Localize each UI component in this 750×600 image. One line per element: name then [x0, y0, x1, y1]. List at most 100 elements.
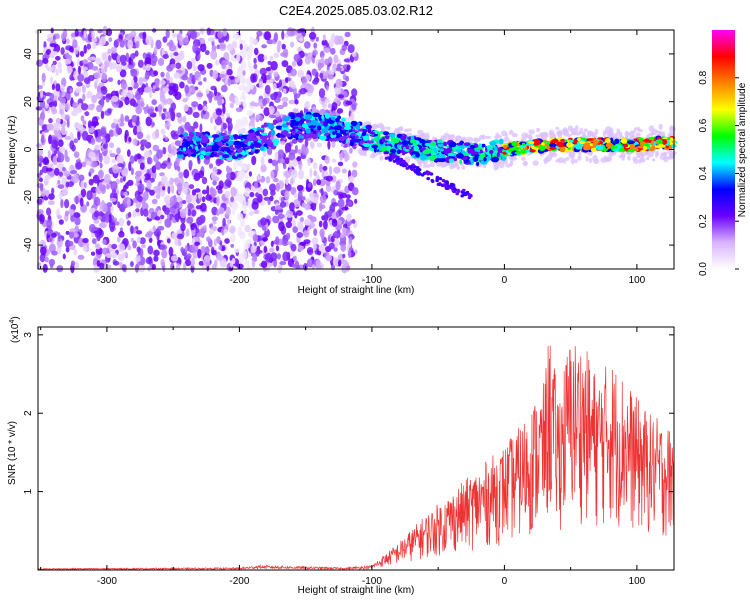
heatmap-cell: [273, 52, 280, 59]
heatmap-cell: [278, 221, 285, 232]
heatmap-cell: [320, 187, 324, 196]
heatmap-cell: [140, 101, 145, 108]
heatmap-cell: [145, 63, 151, 71]
heatmap-cell: [389, 133, 396, 138]
heatmap-cell: [185, 193, 193, 204]
heatmap-cell: [528, 141, 535, 144]
heatmap-cell: [41, 108, 45, 119]
heatmap-cell: [279, 261, 287, 266]
heatmap-cell: [230, 243, 234, 248]
heatmap-cell: [287, 240, 291, 245]
heatmap-cell: [47, 33, 54, 40]
heatmap-cell: [235, 107, 243, 113]
heatmap-cell: [335, 219, 342, 225]
heatmap-cell: [162, 186, 166, 191]
heatmap-cell: [222, 27, 228, 37]
heatmap-cell: [134, 92, 142, 100]
heatmap-cell: [90, 251, 96, 256]
heatmap-cell: [294, 116, 301, 122]
heatmap-cell: [117, 163, 124, 168]
heatmap-cell: [70, 169, 78, 175]
heatmap-cell: [64, 102, 71, 111]
heatmap-cell: [668, 152, 675, 159]
heatmap-cell: [290, 243, 297, 252]
heatmap-cell: [311, 264, 316, 270]
heatmap-cell: [297, 69, 304, 78]
heatmap-cell: [239, 76, 246, 84]
heatmap-cell: [57, 184, 65, 190]
heatmap-cell: [551, 138, 559, 143]
heatmap-cell: [230, 234, 236, 243]
heatmap-cell: [95, 91, 104, 100]
heatmap-cell: [585, 155, 589, 162]
colorbar-tick-label: 0.2: [698, 214, 709, 228]
heatmap-cell: [342, 90, 348, 98]
heatmap-cell: [225, 117, 233, 124]
heatmap-cell: [216, 236, 221, 244]
heatmap-cell: [418, 172, 422, 176]
heatmap-cell: [265, 176, 271, 184]
heatmap-cell: [317, 132, 321, 138]
colorbar-gradient: [712, 30, 735, 269]
heatmap-cell: [72, 102, 78, 109]
heatmap-cell: [637, 126, 640, 132]
heatmap-cell: [204, 152, 211, 156]
heatmap-cell: [570, 157, 575, 165]
heatmap-cell: [195, 51, 199, 56]
heatmap-cell: [276, 253, 281, 260]
heatmap-cell: [459, 159, 463, 165]
heatmap-cell: [263, 74, 267, 84]
heatmap-cell: [462, 188, 466, 192]
heatmap-cell: [119, 40, 125, 48]
heatmap-cell: [171, 184, 175, 194]
heatmap-cell: [313, 170, 318, 177]
heatmap-cell: [234, 144, 242, 149]
heatmap-cell: [127, 86, 133, 91]
heatmap-cell: [41, 81, 45, 87]
heatmap-cell: [321, 55, 325, 64]
heatmap-cell: [110, 62, 118, 70]
heatmap-cell: [246, 135, 255, 141]
heatmap-cell: [58, 67, 63, 74]
heatmap-cell: [222, 135, 230, 140]
heatmap-cell: [511, 133, 518, 138]
heatmap-cell: [651, 128, 658, 135]
heatmap-cell: [197, 103, 203, 111]
heatmap-cell: [396, 149, 401, 154]
heatmap-cell: [99, 36, 107, 46]
x-tick-label: 100: [629, 275, 646, 286]
heatmap-cell: [639, 157, 646, 163]
heatmap-cell: [186, 60, 193, 70]
heatmap-cell: [126, 198, 131, 208]
heatmap-cell: [221, 115, 225, 123]
heatmap-cell: [455, 135, 463, 142]
heatmap-cell: [574, 131, 582, 136]
heatmap-cell: [243, 46, 250, 55]
heatmap-cell: [168, 85, 174, 96]
heatmap-cell: [69, 230, 75, 239]
heatmap-cell: [149, 237, 153, 243]
heatmap-cell: [132, 102, 139, 108]
heatmap-cell: [56, 245, 62, 255]
heatmap-cell: [254, 149, 259, 154]
heatmap-cell: [247, 141, 251, 146]
heatmap-cell: [154, 216, 161, 221]
heatmap-cell: [237, 135, 242, 140]
heatmap-cell: [187, 77, 193, 85]
heatmap-cell: [166, 98, 173, 105]
heatmap-cell: [160, 128, 166, 135]
heatmap-cell: [76, 59, 81, 68]
heatmap-cell: [73, 122, 80, 129]
heatmap-cell: [467, 196, 472, 200]
heatmap-cell: [260, 132, 268, 136]
heatmap-cell: [179, 81, 185, 89]
heatmap-cell: [341, 168, 348, 174]
heatmap-cell: [104, 173, 111, 184]
heatmap-cell: [73, 151, 80, 159]
heatmap-cell: [629, 143, 636, 150]
heatmap-cell: [96, 85, 102, 94]
heatmap-cell: [592, 142, 597, 148]
heatmap-cell: [259, 145, 265, 151]
heatmap-cell: [604, 158, 609, 163]
heatmap-cell: [59, 108, 64, 115]
